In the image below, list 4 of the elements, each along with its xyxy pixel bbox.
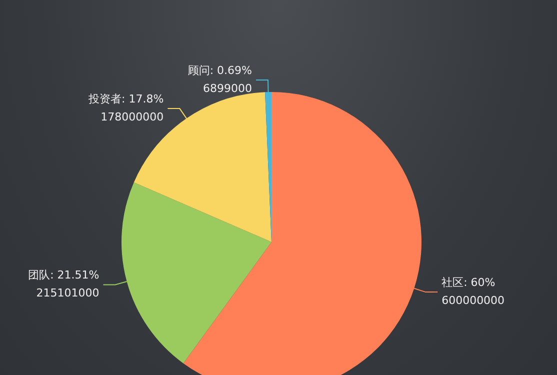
slice-label: 社区: 60% 600000000 xyxy=(442,276,505,307)
slice-label: 团队: 21.51% 215101000 xyxy=(28,268,100,300)
slice-label: 顾问: 0.69% 6899000 xyxy=(188,64,252,95)
slice-label: 投资者: 17.8% 178000000 xyxy=(88,92,164,124)
